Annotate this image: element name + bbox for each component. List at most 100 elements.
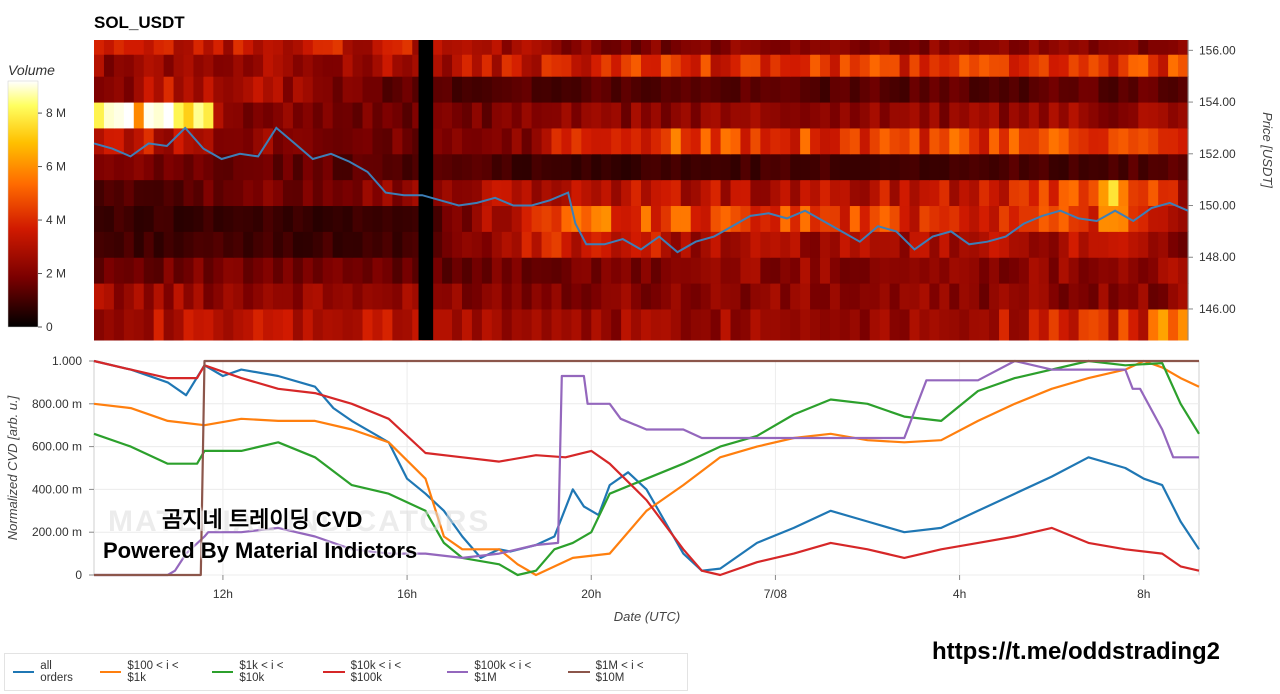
svg-text:152.00: 152.00 [1199,147,1236,161]
heatmap-cell [263,308,274,341]
heatmap-cell [780,153,791,181]
heatmap-cell [372,231,384,258]
heatmap-cell [292,179,304,207]
heatmap-cell [1068,308,1080,341]
heatmap-cell [829,283,841,310]
telegram-url[interactable]: https://t.me/oddstrading2 [932,638,1220,665]
heatmap-cell [312,179,324,207]
heatmap-cell [730,179,742,207]
heatmap-cell [471,179,483,207]
heatmap-cell [501,205,513,232]
heatmap-cell [879,76,891,103]
legend-item[interactable]: $1k < i < $10k [212,660,309,684]
heatmap-cell [103,102,115,129]
heatmap-cell [740,257,751,284]
heatmap-cell [491,76,503,103]
heatmap-cell [342,179,354,207]
colorbar-tick: 6 M [38,160,66,174]
heatmap-cell [1088,102,1100,129]
heatmap-cell [1108,283,1119,310]
heatmap-cell [591,308,602,341]
heatmap-cell [1158,179,1169,207]
heatmap-cell [690,205,702,232]
heatmap-cell [1048,257,1060,284]
heatmap-cell [650,308,662,341]
heatmap-cell [352,76,364,103]
heatmap-cell [1138,257,1149,284]
heatmap-cell [183,153,195,181]
heatmap-cell [611,231,622,258]
heatmap-cell [849,76,861,103]
heatmap-cell [501,283,513,310]
heatmap-cell [1138,179,1149,207]
heatmap-cell [1128,308,1139,341]
heatmap-cell [770,205,781,232]
heatmap-cell [233,102,244,129]
legend-item[interactable]: $10k < i < $100k [323,660,433,684]
heatmap-cell [770,76,781,103]
legend-item[interactable]: $100k < i < $1M [447,660,554,684]
heatmap-cell [402,40,413,55]
heatmap-cell [402,308,413,341]
heatmap-cell [203,205,214,232]
heatmap-cell [561,102,572,129]
heatmap-cell [511,205,523,232]
heatmap-cell [292,54,304,77]
heatmap-cell [839,205,851,232]
heatmap-cell [153,40,165,55]
heatmap-cell [322,205,334,232]
heatmap-cell [660,127,672,155]
heatmap-cell [561,308,572,341]
heatmap-cell [859,179,871,207]
heatmap-cell [233,231,244,258]
heatmap-cell [312,283,324,310]
heatmap-cell [829,179,841,207]
price-line [93,126,1189,254]
heatmap-cell [471,153,483,181]
legend-item[interactable]: $1M < i < $10M [568,660,673,684]
heatmap-cell [800,231,811,258]
heatmap-cell [879,231,891,258]
heatmap-cell [392,54,403,77]
heatmap-cell [432,205,443,232]
heatmap-cell [342,153,354,181]
heatmap-cell [849,127,861,155]
heatmap-cell [800,283,811,310]
heatmap-cell [183,127,195,155]
heatmap-cell [1018,54,1030,77]
heatmap-cell [979,231,990,258]
heatmap-cell [392,179,403,207]
heatmap-cell [103,127,115,155]
watermark-text: MATERIAL INDICATORS [108,505,491,538]
heatmap-cell [710,308,722,341]
svg-text:200.00 m: 200.00 m [32,525,82,539]
heatmap-cell [153,102,165,129]
heatmap-cell [1088,127,1100,155]
heatmap-cell [641,54,652,77]
legend-item[interactable]: $100 < i < $1k [100,660,198,684]
heatmap-cell [501,179,513,207]
heatmap-cell [641,102,652,129]
heatmap-cell [342,283,354,310]
heatmap-cell [660,54,672,77]
heatmap-cell [123,54,135,77]
heatmap-cell [362,153,374,181]
chart-title: SOL_USDT [94,13,185,32]
heatmap-cell [531,76,543,103]
heatmap-cell [889,205,901,232]
heatmap-cell [581,205,592,232]
heatmap-cell [849,283,861,310]
heatmap-cell [471,54,483,77]
heatmap-cell [223,54,234,77]
heatmap-cell [700,205,712,232]
heatmap-cell [889,102,901,129]
heatmap-cell [780,40,791,55]
legend-item[interactable]: all orders [13,660,86,684]
heatmap-cell [760,179,771,207]
heatmap-cell [979,153,990,181]
heatmap-cell [810,153,821,181]
heatmap-cell [730,54,742,77]
heatmap-cell [541,153,553,181]
heatmap-cell [969,231,980,258]
heatmap-cell [1048,179,1060,207]
